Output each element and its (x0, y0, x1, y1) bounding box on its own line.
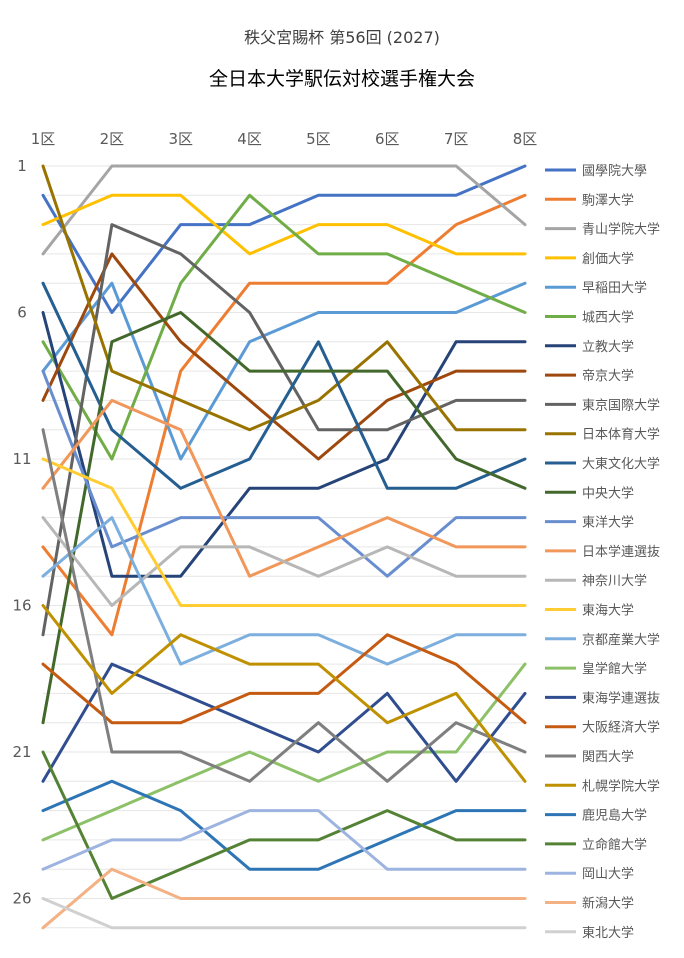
series-line (41, 193, 527, 256)
legend-label: 大東文化大学 (582, 456, 660, 472)
y-tick-label: 11 (12, 450, 31, 468)
legend-label: 早稲田大学 (582, 280, 647, 296)
legend-label: 東北大学 (582, 925, 634, 941)
legend-label: 創価大学 (582, 251, 634, 267)
series-line (41, 164, 527, 256)
legend-label: 京都産業大学 (582, 632, 660, 648)
legend-label: 東京国際大学 (582, 397, 660, 413)
legend-label: 岡山大学 (582, 866, 634, 882)
legend-label: 立教大学 (582, 339, 634, 355)
category-label: 5区 (306, 130, 331, 148)
legend-label: 東洋大学 (582, 515, 634, 531)
series-line (41, 604, 527, 783)
series-line (41, 281, 527, 461)
series-line (41, 897, 527, 930)
series-line (41, 193, 527, 461)
category-label: 1区 (31, 130, 56, 148)
series-line (41, 281, 527, 490)
legend-label: 鹿児島大学 (582, 808, 647, 824)
category-label: 3区 (168, 130, 193, 148)
series-line (41, 516, 527, 607)
legend-label: 立命館大学 (582, 837, 647, 853)
legend-label: 大阪経済大学 (582, 720, 660, 736)
legend-label: 中央大学 (582, 485, 634, 501)
series-line (41, 311, 527, 725)
legend-label: 関西大学 (582, 749, 634, 765)
legend-label: 札幌学院大学 (582, 778, 660, 794)
y-tick-label: 16 (12, 597, 31, 615)
legend-label: 日本体育大学 (582, 427, 660, 443)
series-line (41, 252, 527, 461)
chart-title: 全日本大学駅伝対校選手権大会 (208, 68, 475, 90)
category-label: 4区 (237, 130, 262, 148)
y-tick-label: 21 (12, 743, 31, 761)
series-line (41, 164, 527, 314)
series-line (41, 662, 527, 783)
legend-label: 新潟大学 (582, 896, 634, 912)
series-line (41, 164, 527, 432)
y-tick-label: 1 (17, 157, 27, 175)
series-line (41, 457, 527, 607)
series-line (41, 311, 527, 578)
category-label: 7区 (444, 130, 469, 148)
series-line (41, 779, 527, 871)
category-label: 2区 (100, 130, 125, 148)
category-label: 8区 (513, 130, 538, 148)
series-line (41, 428, 527, 783)
legend-label: 駒澤大学 (582, 192, 634, 208)
series-line (41, 750, 527, 900)
legend-label: 東海学連選抜 (582, 690, 660, 706)
series-line (41, 193, 527, 637)
legend-label: 神奈川大学 (582, 573, 647, 589)
series-line (41, 867, 527, 930)
series-line (41, 662, 527, 842)
category-label: 6区 (375, 130, 400, 148)
series-line (41, 809, 527, 871)
legend-label: 青山学院大学 (582, 222, 660, 238)
legend-label: 日本学連選抜 (582, 544, 660, 560)
legend-label: 帝京大学 (582, 368, 634, 384)
chart-subtitle: 秩父宮賜杯 第56回 (2027) (244, 28, 440, 47)
legend-label: 國學院大學 (582, 164, 647, 179)
series-line (41, 633, 527, 725)
y-tick-label: 6 (17, 304, 27, 322)
legend-label: 皇学館大学 (582, 661, 647, 677)
legend-label: 城西大学 (582, 310, 634, 326)
legend-label: 東海大学 (582, 603, 634, 619)
y-tick-label: 26 (12, 890, 31, 908)
series-line (41, 516, 527, 666)
